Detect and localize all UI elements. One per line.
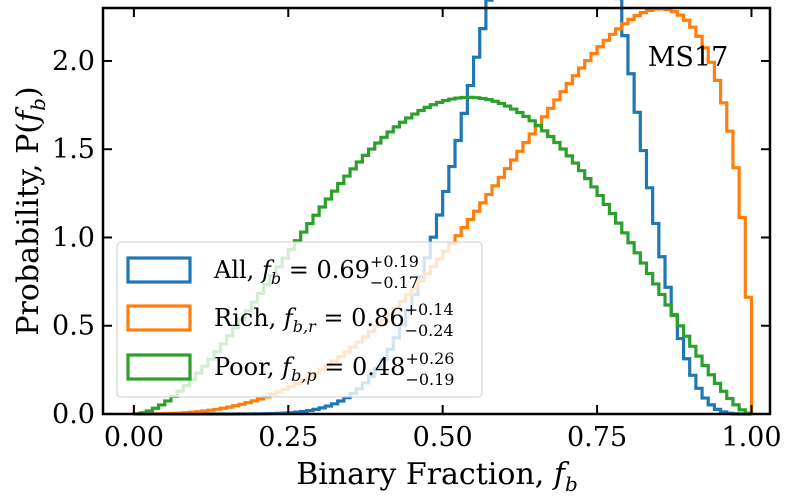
x-axis-title: Binary Fraction, fb bbox=[296, 457, 578, 496]
x-tick-label: 0.00 bbox=[104, 422, 164, 453]
x-tick-label: 0.75 bbox=[567, 422, 627, 453]
legend-swatch-all bbox=[126, 256, 192, 284]
x-tick-label: 0.50 bbox=[413, 422, 473, 453]
legend-label-poor: Poor, fb,p = 0.48+0.26 −0.19 bbox=[214, 349, 454, 389]
legend-swatch-poor bbox=[126, 353, 192, 381]
legend: All, fb = 0.69+0.19 −0.17 Rich, fb,r = 0.8… bbox=[116, 241, 483, 398]
y-tick-label: 0.5 bbox=[52, 311, 95, 342]
legend-box bbox=[116, 241, 483, 398]
y-tick-label: 1.5 bbox=[52, 134, 95, 165]
x-tick-label: 0.25 bbox=[258, 422, 318, 453]
ticks-layer: 0.00 0.25 0.50 0.75 1.00 0.0 0.5 1.0 1.5 2.0 bbox=[52, 8, 782, 453]
y-tick-label: 0.0 bbox=[52, 399, 95, 430]
ms17-annotation: MS17 bbox=[648, 42, 729, 73]
y-tick-label: 2.0 bbox=[52, 46, 95, 77]
legend-label-all: All, fb = 0.69+0.19 −0.17 bbox=[213, 252, 419, 292]
plot-frame bbox=[101, 6, 772, 416]
legend-swatch-rich bbox=[126, 304, 192, 332]
y-tick-label: 1.0 bbox=[52, 222, 95, 253]
y-axis-title: Probability, P(fb) bbox=[11, 86, 50, 335]
x-tick-label: 1.00 bbox=[721, 422, 781, 453]
legend-label-rich: Rich, fb,r = 0.86+0.14 −0.24 bbox=[214, 300, 454, 340]
